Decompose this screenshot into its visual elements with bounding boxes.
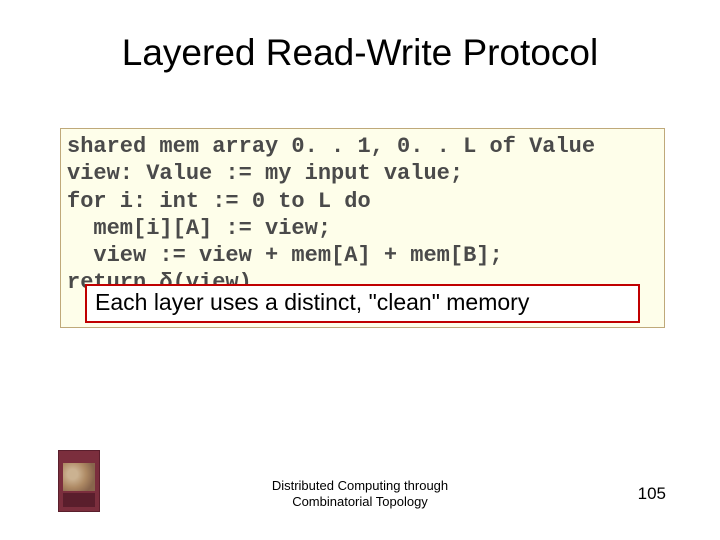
code-line: view: Value := my input value; [67,161,463,186]
code-line: shared mem array 0. . 1, 0. . L of Value [67,134,595,159]
callout-box: Each layer uses a distinct, "clean" memo… [85,284,640,323]
slide-title: Layered Read-Write Protocol [0,32,720,74]
footer-line-2: Combinatorial Topology [292,494,428,509]
page-number: 105 [638,484,666,504]
code-line: view := view + mem[A] + mem[B]; [67,243,503,268]
code-line: mem[i][A] := view; [67,216,331,241]
footer-line-1: Distributed Computing through [272,478,448,493]
code-line: for i: int := 0 to L do [67,189,371,214]
slide: Layered Read-Write Protocol shared mem a… [0,0,720,540]
footer-text: Distributed Computing through Combinator… [0,478,720,511]
